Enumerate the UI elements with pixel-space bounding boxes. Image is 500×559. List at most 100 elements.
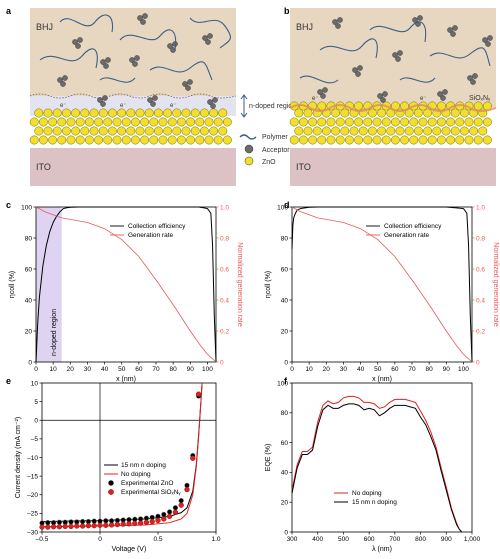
zno-particle [135, 126, 145, 136]
data-point [155, 517, 161, 524]
x-tick-label: 70 [408, 366, 416, 373]
zno-particle [413, 126, 423, 136]
zno-particle [84, 135, 94, 145]
data-point [166, 509, 173, 515]
acceptor-molecule [392, 52, 398, 58]
zno-particle [450, 126, 460, 136]
zno-particle [441, 126, 451, 136]
legend: 15 nm n doping No doping Experimental Zn… [104, 462, 181, 496]
acceptor-molecule [352, 67, 358, 73]
y-axis-label: Current density (mA cm⁻²) [15, 417, 22, 499]
zno-particle [400, 117, 410, 127]
x-tick-label: 90 [443, 366, 451, 373]
acceptor-molecule [72, 39, 78, 45]
acceptor-molecule [185, 85, 191, 91]
zno-particle [163, 108, 173, 118]
x-tick-label: 1,000 [464, 536, 481, 543]
acceptor-molecule [332, 19, 338, 25]
zno-particle [75, 117, 85, 127]
y-tick-label: –25 [27, 511, 38, 518]
acceptor-molecule [205, 39, 211, 45]
zno-particle [326, 117, 336, 127]
zno-particle [372, 135, 382, 145]
zno-particle [52, 126, 62, 136]
zno-particle [98, 108, 108, 118]
zno-particle [149, 117, 159, 127]
y-tick-label: 60 [281, 440, 289, 447]
acceptor-molecule [142, 13, 148, 19]
zno-particle [427, 135, 437, 145]
zno-particle [459, 108, 469, 118]
zno-particle [409, 117, 419, 127]
acceptor-molecule [317, 89, 323, 95]
zno-particle [66, 135, 76, 145]
acceptor-molecule [487, 35, 493, 41]
data-point [149, 518, 155, 525]
y-right-tick-label: 0.2 [476, 328, 485, 335]
y-tick-label: 80 [281, 235, 289, 242]
x-tick-label: 800 [415, 536, 426, 543]
legend-marker-zno [108, 480, 114, 486]
zno-particle [395, 126, 405, 136]
zno-particle [372, 117, 382, 127]
y-tick-label: 60 [25, 266, 33, 273]
zno-particle [478, 126, 488, 136]
y-tick-label: 5 [34, 399, 38, 406]
acceptor-molecule [129, 57, 135, 63]
zno-particle [469, 126, 479, 136]
panel-label-a: a [6, 6, 12, 16]
electron-label: e⁻ [60, 103, 67, 109]
ito-layer [30, 148, 236, 186]
zno-particle [103, 135, 113, 145]
y-right-tick-label: 0.8 [220, 235, 229, 242]
zno-particle [158, 135, 168, 145]
zno-particle [473, 117, 483, 127]
acceptor-molecule [207, 99, 213, 105]
y-tick-label: –5 [31, 436, 39, 443]
polymer-chain [299, 75, 339, 84]
data-point [39, 524, 45, 530]
data-point [137, 520, 144, 526]
data-point [97, 522, 103, 528]
acceptor-molecule [382, 91, 388, 97]
x-tick-label: 40 [101, 366, 109, 373]
y-right-axis-label: Normalized generation rate [236, 242, 243, 327]
x-tick-label: 900 [441, 536, 452, 543]
legend-collection: Collection efficiency [384, 223, 442, 230]
zno-particle [190, 108, 200, 118]
series-line [35, 206, 217, 363]
ito-layer [290, 148, 496, 186]
zno-particle [308, 117, 318, 127]
zno-particle [409, 135, 419, 145]
acceptor-molecule [212, 97, 218, 103]
legend-generation: Generation rate [384, 232, 430, 239]
y-tick-label: 20 [25, 328, 33, 335]
data-point [143, 519, 150, 525]
acceptor-molecule [467, 75, 473, 81]
zno-particle [107, 126, 117, 136]
acceptor-molecule [485, 41, 491, 47]
zno-particle [335, 117, 345, 127]
chart-e: e –0.5 0 0.5 1.0 10 5 0 –5 –10 –15 –20 –25 –30 Volta… [6, 376, 221, 553]
zno-particle [344, 117, 354, 127]
x-tick-label: 10 [306, 366, 314, 373]
zno-particle [130, 117, 140, 127]
x-tick-label: 400 [312, 536, 323, 543]
electron-label: e⁻ [170, 103, 177, 109]
zno-particle [381, 117, 391, 127]
x-tick-label: 80 [426, 366, 434, 373]
polymer-chain [59, 14, 114, 33]
bhj-label-a: BHJ [36, 22, 53, 32]
data-point [178, 498, 184, 504]
zno-particle [29, 117, 39, 127]
data-point [195, 391, 202, 397]
zno-particle [289, 117, 299, 127]
x-tick-label: 80 [170, 366, 178, 373]
zno-particle [381, 135, 391, 145]
zno-particle [294, 126, 304, 136]
panel-label-d: d [284, 200, 290, 210]
acceptor-molecule [187, 79, 193, 85]
zno-particle [354, 135, 364, 145]
zno-particle [404, 126, 414, 136]
